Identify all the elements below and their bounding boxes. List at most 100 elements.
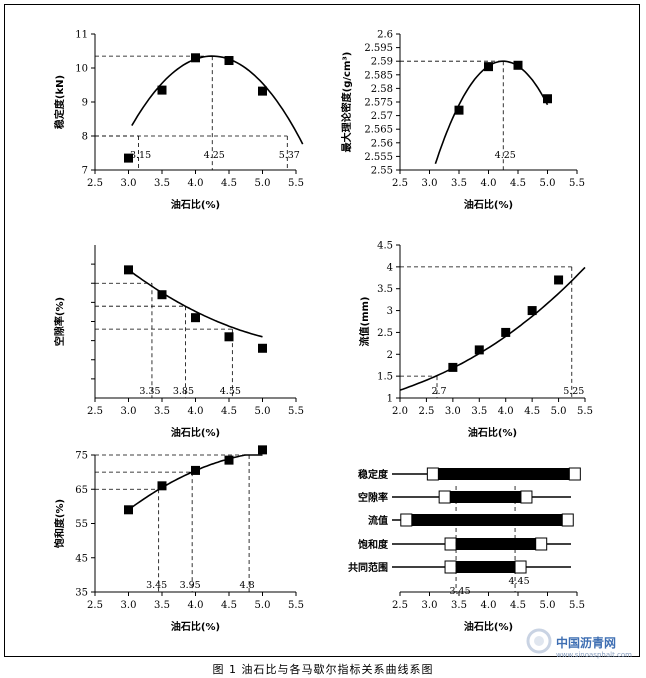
x-tick-label: 3.0	[121, 600, 137, 611]
watermark: 中国沥青网 www.sinoasphalt.com	[526, 628, 632, 659]
fit-curve	[434, 60, 549, 164]
fit-curve	[128, 269, 263, 338]
range-bar	[438, 468, 570, 480]
watermark-url: www.sinoasphalt.com	[555, 651, 632, 659]
x-tick-label: 4.0	[481, 600, 497, 611]
data-point	[527, 306, 537, 316]
x-tick-label: 5.0	[255, 178, 271, 189]
y-tick-label: 2.55	[371, 166, 393, 177]
x-tick-label: 5.5	[288, 178, 304, 189]
range-cap-left	[438, 490, 451, 504]
y-tick-label: 2.59	[371, 57, 393, 68]
annotation-label: 3.85	[173, 386, 194, 397]
data-point	[191, 313, 200, 323]
range-cap-left	[400, 513, 413, 527]
range-bar	[456, 538, 536, 550]
x-tick-label: 2.5	[87, 600, 103, 611]
range-bar	[411, 514, 563, 526]
x-tick-label: 5.5	[577, 406, 593, 417]
x-tick-label: 2.5	[87, 178, 103, 189]
x-axis-label: 油石比(%)	[171, 426, 220, 439]
y-tick-label: 2.56	[371, 138, 393, 149]
data-point	[448, 362, 458, 372]
watermark-logo-icon	[526, 628, 552, 654]
data-point	[258, 343, 267, 353]
y-tick-label: 55	[75, 519, 88, 530]
x-tick-label: 5.0	[255, 406, 271, 417]
range-cap-left	[426, 467, 439, 481]
x-axis-label: 油石比(%)	[464, 198, 513, 211]
range-cap-right	[568, 467, 581, 481]
annotation-label: 4.25	[204, 150, 225, 161]
y-axis-label: 饱和度(%)	[53, 499, 66, 548]
x-tick-label: 4.0	[188, 600, 204, 611]
x-tick-label: 4.5	[510, 600, 526, 611]
annotation-label: 5.25	[563, 386, 584, 397]
x-tick-label: 4.0	[481, 178, 497, 189]
x-tick-label: 3.0	[422, 178, 438, 189]
y-tick-label: 2.58	[371, 84, 393, 95]
annotation-label: 3.95	[180, 580, 201, 591]
y-axis-label: 流值(mm)	[358, 297, 371, 347]
data-point	[124, 505, 133, 515]
figure-caption: 图 1 油石比与各马歇尔指标关系曲线系图	[212, 663, 434, 676]
chart-stability: 2.5 3.0 3.5 4.0 4.5 5.0 5.5 7 8 9 10 11 油石比(%) 稳定度(kN…	[53, 30, 304, 212]
x-tick-label: 5.0	[255, 600, 271, 611]
chart-density: 2.5 3.0 3.5 4.0 4.5 5.0 5.5 2.55 2.555 2.56 2.565 2…	[340, 30, 585, 212]
y-tick-label: 3.5	[377, 284, 393, 295]
y-tick-label: 2.585	[364, 70, 393, 81]
y-tick-label: 7	[82, 166, 88, 177]
x-tick-label: 3.5	[451, 600, 467, 611]
data-point	[258, 445, 267, 455]
data-point	[224, 332, 234, 342]
range-cap-right	[561, 513, 574, 527]
y-tick-label: 8	[82, 132, 88, 143]
range-cap-right	[514, 560, 527, 574]
x-tick-label: 3.0	[422, 600, 438, 611]
range-cap-right	[535, 537, 548, 551]
range-row-label: 空隙率	[358, 491, 388, 504]
data-point	[191, 465, 200, 475]
y-tick-label: 2.6	[377, 30, 393, 41]
y-tick-label: 2.555	[364, 152, 393, 163]
y-tick-label: 2.575	[364, 98, 393, 109]
y-tick-label: 75	[75, 451, 88, 462]
x-tick-label: 2.0	[392, 406, 408, 417]
annotation-label: 2.7	[431, 386, 446, 397]
x-axis-label: 油石比(%)	[468, 426, 517, 439]
chart-flow: 2.0 2.5 3.0 3.5 4.0 4.5 5.0 5.5 1 1.5 2 2.5 3 3.5 4 4.5…	[358, 241, 593, 440]
range-row-label: 流值	[368, 514, 388, 527]
range-row-label: 共同范围	[348, 561, 388, 574]
x-tick-label: 5.0	[551, 406, 567, 417]
y-tick-label: 2.57	[371, 111, 393, 122]
y-tick-label: 2	[387, 350, 393, 361]
x-tick-label: 3.5	[451, 178, 467, 189]
x-tick-label: 4.0	[498, 406, 514, 417]
x-tick-label: 3.0	[445, 406, 461, 417]
y-axis-label: 最大理论密度(g/cm³)	[340, 52, 353, 153]
x-tick-label: 5.0	[540, 600, 556, 611]
x-tick-label: 3.0	[121, 178, 137, 189]
annotation-label: 4.25	[495, 150, 516, 161]
range-bar	[450, 491, 521, 503]
data-point	[124, 153, 133, 163]
y-tick-label: 10	[75, 64, 88, 75]
x-tick-label: 2.5	[87, 406, 103, 417]
y-tick-label: 1	[387, 394, 393, 405]
x-tick-label: 5.5	[288, 406, 304, 417]
data-point	[157, 290, 167, 300]
x-tick-label: 2.5	[418, 406, 434, 417]
y-tick-label: 2.5	[377, 328, 393, 339]
x-tick-label: 2.5	[392, 600, 408, 611]
y-tick-label: 45	[75, 553, 88, 564]
data-point	[543, 94, 552, 104]
x-tick-label: 2.5	[392, 178, 408, 189]
chart-saturation: 2.5 3.0 3.5 4.0 4.5 5.0 5.5 35 45 55 65 75 油石比(%) 饱和度…	[53, 445, 304, 633]
annotation-label: 3.45	[146, 580, 167, 591]
y-axis-label: 稳定度(kN)	[53, 75, 66, 129]
annotation-label: 5.37	[279, 150, 300, 161]
x-axis-label: 油石比(%)	[464, 620, 513, 633]
data-point	[224, 455, 234, 465]
data-point	[513, 60, 523, 70]
